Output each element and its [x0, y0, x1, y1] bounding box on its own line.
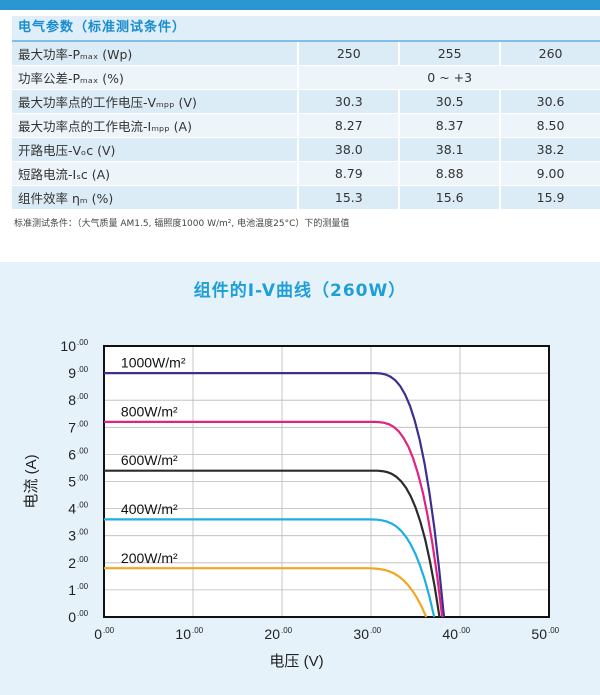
curve-label: 800W/m²: [121, 403, 178, 419]
x-tick-label: 0: [94, 626, 102, 642]
param-label: 最大功率点的工作电压-Vₘₚₚ (V): [12, 89, 299, 114]
param-value: 30.6: [499, 89, 600, 114]
section-title: 电气参数（标准测试条件）: [12, 16, 600, 42]
param-row: 最大功率点的工作电流-Iₘₚₚ (A) 8.27 8.37 8.50: [12, 113, 600, 138]
x-axis-label: 电压 (V): [269, 653, 323, 670]
y-tick-label: 2: [68, 555, 76, 571]
y-axis-label: 电流 (A): [23, 454, 40, 508]
x-tick-suffix: .00: [548, 626, 560, 635]
iv-curve-line: [104, 469, 441, 618]
iv-curve-line: [104, 371, 446, 618]
param-row: 最大功率-Pₘₐₓ (Wp) 250 255 260: [12, 42, 600, 66]
param-value: 38.2: [499, 137, 600, 162]
param-label: 组件效率 ηₘ (%): [12, 185, 299, 210]
y-tick-label: 9: [68, 365, 76, 381]
y-tick-suffix: .00: [77, 474, 89, 483]
param-value: 8.79: [297, 161, 400, 186]
curve-label: 400W/m²: [121, 501, 178, 517]
param-row: 短路电流-Iₛc (A) 8.79 8.88 9.00: [12, 161, 600, 186]
iv-curve-line: [104, 518, 436, 618]
iv-curve-line: [104, 567, 428, 618]
parameters-table: 最大功率-Pₘₐₓ (Wp) 250 255 260 功率公差-Pₘₐₓ (%) 0 ~ …: [12, 42, 600, 210]
y-tick-suffix: .00: [77, 446, 89, 455]
iv-curve-panel: 组件的I-V曲线（260W） 0.00 1.00 2.00 3.00 4.00 5.00 6…: [0, 262, 600, 695]
y-tick-label: 4: [68, 501, 76, 517]
param-row: 功率公差-Pₘₐₓ (%) 0 ~ +3: [12, 65, 600, 90]
param-label: 短路电流-Iₛc (A): [12, 161, 299, 186]
y-tick-label: 5: [68, 474, 76, 490]
param-label: 最大功率-Pₘₐₓ (Wp): [12, 42, 299, 66]
param-value: 30.3: [297, 89, 400, 114]
param-value: 15.6: [398, 185, 501, 210]
param-value: 38.0: [297, 137, 400, 162]
param-value: 15.3: [297, 185, 400, 210]
curve-label: 600W/m²: [121, 452, 178, 468]
param-row: 最大功率点的工作电压-Vₘₚₚ (V) 30.3 30.5 30.6: [12, 89, 600, 114]
param-value: 8.88: [398, 161, 501, 186]
x-tick-label: 10: [175, 626, 191, 642]
param-value: 8.37: [398, 113, 501, 138]
y-tick-label: 0: [68, 609, 76, 625]
param-value: 15.9: [499, 185, 600, 210]
x-tick-label: 40: [442, 626, 458, 642]
y-tick-suffix: .00: [77, 582, 89, 591]
curve-label: 1000W/m²: [121, 355, 186, 371]
y-tick-suffix: .00: [77, 365, 89, 374]
y-tick-suffix: .00: [77, 501, 89, 510]
y-tick-suffix: .00: [77, 555, 89, 564]
x-tick-label: 50: [531, 626, 547, 642]
iv-curve-chart: 0.001.002.003.004.005.006.007.008.009.00…: [23, 338, 560, 670]
y-tick-suffix: .00: [77, 528, 89, 537]
param-value: 250: [297, 42, 400, 66]
y-tick-suffix: .00: [77, 338, 89, 347]
param-value: 8.27: [297, 113, 400, 138]
test-conditions-note: 标准测试条件：（大气质量 AM1.5, 辐照度1000 W/m², 电池温度25…: [14, 219, 350, 229]
x-tick-suffix: .00: [370, 626, 382, 635]
electrical-parameters: 电气参数（标准测试条件） 最大功率-Pₘₐₓ (Wp) 250 255 260 功率公差…: [12, 16, 600, 229]
x-tick-label: 30: [353, 626, 369, 642]
param-value: 0 ~ +3: [297, 65, 600, 90]
top-accent-bar: [0, 0, 600, 10]
iv-curve-line: [104, 420, 444, 618]
param-label: 功率公差-Pₘₐₓ (%): [12, 65, 299, 90]
param-value: 8.50: [499, 113, 600, 138]
param-row: 组件效率 ηₘ (%) 15.3 15.6 15.9: [12, 185, 600, 210]
y-tick-label: 10: [60, 338, 76, 354]
curve-label: 200W/m²: [121, 550, 178, 566]
y-tick-label: 6: [68, 446, 76, 462]
plot-frame: [103, 345, 550, 618]
y-tick-label: 7: [68, 419, 76, 435]
y-tick-suffix: .00: [77, 419, 89, 428]
param-value: 38.1: [398, 137, 501, 162]
param-value: 30.5: [398, 89, 501, 114]
param-row: 开路电压-Vₒc (V) 38.0 38.1 38.2: [12, 137, 600, 162]
x-tick-suffix: .00: [281, 626, 293, 635]
y-tick-label: 8: [68, 392, 76, 408]
x-tick-suffix: .00: [103, 626, 115, 635]
param-value: 255: [398, 42, 501, 66]
param-label: 开路电压-Vₒc (V): [12, 137, 299, 162]
x-tick-label: 20: [264, 626, 280, 642]
y-tick-label: 1: [68, 582, 76, 598]
y-tick-suffix: .00: [77, 392, 89, 401]
chart-title: 组件的I-V曲线（260W）: [193, 281, 407, 301]
x-tick-suffix: .00: [459, 626, 471, 635]
param-value: 9.00: [499, 161, 600, 186]
y-tick-label: 3: [68, 528, 76, 544]
x-tick-suffix: .00: [192, 626, 204, 635]
y-tick-suffix: .00: [77, 609, 89, 618]
param-value: 260: [499, 42, 600, 66]
param-label: 最大功率点的工作电流-Iₘₚₚ (A): [12, 113, 299, 138]
